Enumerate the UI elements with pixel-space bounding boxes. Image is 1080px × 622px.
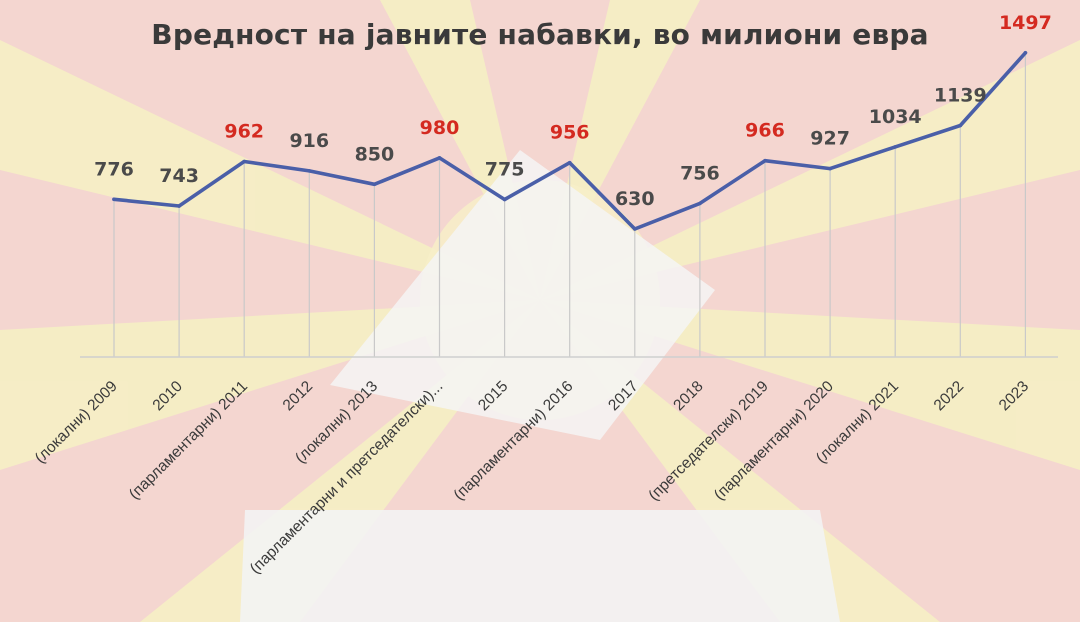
data-point <box>633 227 637 231</box>
data-labels: 776 743 962 916 850 980 775 956 630 756 966 927 1034… <box>94 12 1052 210</box>
data-point <box>437 156 442 160</box>
data-point <box>372 182 377 187</box>
x-tick-label: 2023 <box>996 378 1032 414</box>
x-tick-label: (парламентарни) 2011 <box>126 378 251 503</box>
data-label: 756 <box>680 162 720 184</box>
data-point <box>307 169 312 173</box>
data-label: 980 <box>420 117 460 139</box>
data-point <box>1023 51 1028 55</box>
x-tick-label: 2017 <box>605 378 641 414</box>
x-tick-label: (локални) 2009 <box>32 378 121 467</box>
data-label: 916 <box>289 130 329 152</box>
x-tick-label: 2012 <box>280 378 316 414</box>
data-label: 966 <box>745 120 785 142</box>
data-label: 630 <box>615 188 655 210</box>
data-label: 956 <box>550 122 590 144</box>
x-tick-label: (парламентарни) 2016 <box>451 378 577 504</box>
x-tick-label: (претседателски) 2019 <box>645 378 771 504</box>
data-label: 775 <box>485 159 525 181</box>
x-tick-labels: (локални) 2009 2010(парламентарни) 2011 20… <box>32 378 1032 578</box>
data-point <box>698 201 702 206</box>
data-point <box>177 204 181 208</box>
x-tick-label: 2015 <box>475 378 511 414</box>
data-point <box>502 197 507 202</box>
data-label: 743 <box>159 165 199 187</box>
x-tick-label: (парламентарни) 2020 <box>711 378 837 504</box>
data-label: 1034 <box>869 106 922 128</box>
data-label: 927 <box>810 128 850 150</box>
data-point <box>828 166 832 171</box>
data-label: 850 <box>355 143 395 165</box>
data-point <box>242 159 246 164</box>
data-point <box>763 158 767 163</box>
data-point <box>958 123 963 128</box>
x-tick-label: 2018 <box>670 378 706 414</box>
data-label: 962 <box>224 121 264 143</box>
data-point <box>112 197 116 202</box>
x-tick-label: 2010 <box>150 378 187 415</box>
data-label: 1139 <box>934 85 987 107</box>
series-layer <box>112 50 1028 231</box>
data-label: 776 <box>94 158 134 180</box>
data-point <box>893 145 897 149</box>
grid-lines <box>113 54 1027 357</box>
data-label: 1497 <box>999 12 1052 34</box>
data-point <box>567 160 572 165</box>
x-tick-label: 2022 <box>931 378 967 414</box>
chart-title: Вредност на јавните набавки, во милиони … <box>151 18 929 51</box>
